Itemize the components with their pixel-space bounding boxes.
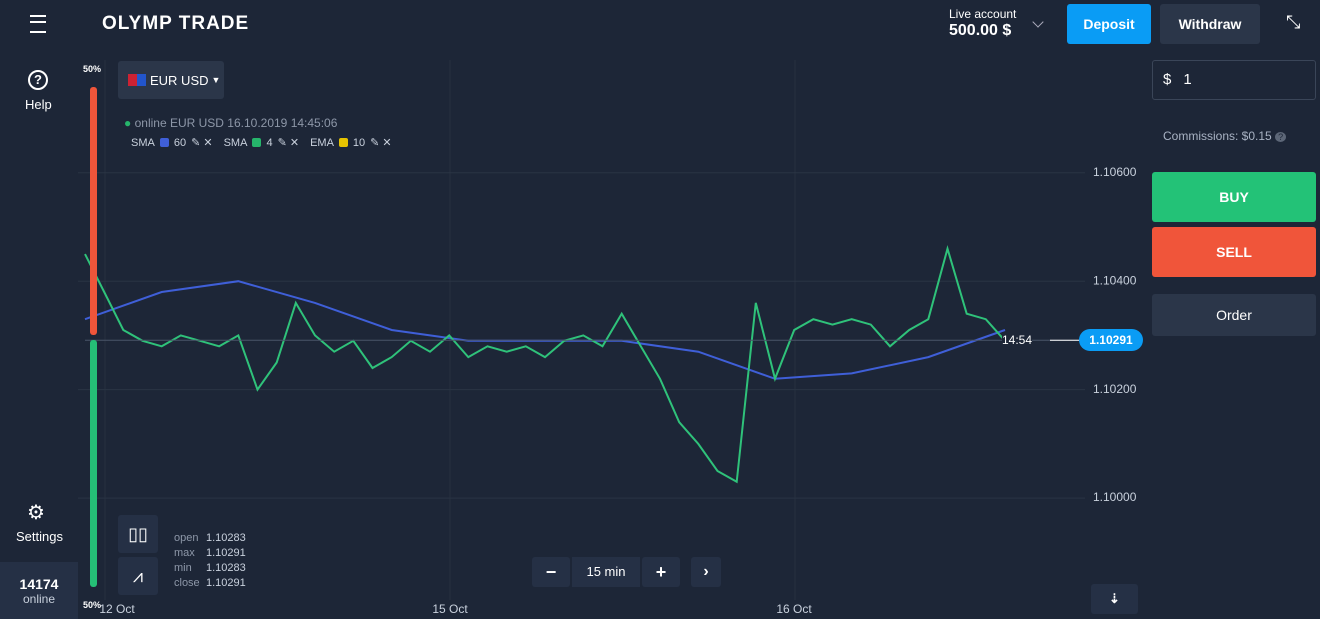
ohlc-label: close <box>174 577 200 589</box>
indicator-tools: ✎ ✕ <box>277 137 300 149</box>
y-tick-label: 1.10000 <box>1093 490 1137 504</box>
deposit-button[interactable]: Deposit <box>1067 4 1151 44</box>
indicator-swatch <box>338 138 348 147</box>
logo: OLYMP TRADE <box>102 13 250 34</box>
online-box: 14174 online <box>0 562 78 619</box>
reset-view[interactable]: ⇣ <box>1091 584 1138 614</box>
commissions: Commissions: $0.15 ? <box>1163 129 1287 143</box>
sentiment-top: 50% <box>83 64 102 74</box>
indicator-swatch <box>252 138 262 147</box>
indicator-name: EMA <box>310 136 334 149</box>
ohlc-row: max 1.10291 <box>174 546 246 561</box>
ohlc-label: open <box>174 532 199 544</box>
amount: 1 <box>1183 71 1192 88</box>
asset-name: EUR USD <box>150 72 209 88</box>
drawing-button[interactable]: ⩘ <box>118 557 158 595</box>
settings-icon[interactable]: ⚙ <box>27 502 45 524</box>
fullscreen-icon[interactable]: ⤡ <box>1286 12 1301 32</box>
ohlc-label: min <box>174 562 192 574</box>
indicator-period: 10 <box>352 136 366 149</box>
menu-icon[interactable] <box>30 15 46 33</box>
currency: $ <box>1163 71 1172 88</box>
sentiment-up-bar <box>90 87 97 335</box>
timeframe[interactable]: 15 min <box>572 557 640 587</box>
indicator-name: SMA <box>131 136 155 149</box>
settings-label[interactable]: Settings <box>16 529 63 544</box>
ohlc-label: max <box>174 547 195 559</box>
indicator-name: SMA <box>223 136 248 149</box>
y-tick-label: 1.10600 <box>1093 165 1137 179</box>
timer: 14:54 <box>1002 332 1033 349</box>
ohlc-value: 1.10291 <box>206 547 246 559</box>
ohlc-value: 1.10291 <box>206 577 246 589</box>
amount-input[interactable]: $1 <box>1152 60 1316 100</box>
sentiment-down-bar <box>90 340 97 587</box>
commissions-text: Commissions: $0.15 <box>1163 129 1272 143</box>
x-tick-label: 15 Oct <box>432 602 468 616</box>
balance[interactable]: 500.00 $ <box>949 22 1012 39</box>
current-price-label: 1.10291 <box>1079 329 1143 351</box>
asset-selector[interactable]: EUR USD ▼ <box>118 61 224 99</box>
status-text: online EUR USD 16.10.2019 14:45:06 <box>134 116 338 130</box>
indicator-period: 60 <box>173 136 187 149</box>
chart-type-button[interactable]: ▯▯ <box>118 515 158 553</box>
scroll-right[interactable]: › <box>691 557 721 587</box>
order-button[interactable]: Order <box>1152 294 1316 336</box>
account-label: Live account <box>949 7 1017 21</box>
indicator-tools: ✎ ✕ <box>191 137 213 149</box>
buy-button[interactable]: BUY <box>1152 172 1316 222</box>
ohlc-value: 1.10283 <box>206 562 246 574</box>
help-label[interactable]: Help <box>25 97 52 112</box>
sentiment-bottom: 50% <box>83 600 102 610</box>
x-tick-label: 12 Oct <box>99 602 135 616</box>
help-icon[interactable]: ? <box>28 70 48 90</box>
indicator-period: 4 <box>266 136 273 149</box>
ohlc-row: close 1.10291 <box>174 576 246 591</box>
y-tick-label: 1.10200 <box>1093 382 1137 396</box>
ohlc-row: open 1.10283 <box>174 531 246 546</box>
y-tick-label: 1.10400 <box>1093 273 1137 287</box>
online-label: online <box>22 592 56 606</box>
zoom-in[interactable]: + <box>642 557 680 587</box>
zoom-out[interactable]: − <box>532 557 570 587</box>
indicator-tools: ✎ ✕ <box>370 137 392 149</box>
online-count: 14174 <box>19 576 59 592</box>
x-tick-label: 16 Oct <box>776 602 812 616</box>
withdraw-button[interactable]: Withdraw <box>1160 4 1260 44</box>
ohlc-value: 1.10283 <box>206 532 246 544</box>
sell-button[interactable]: SELL <box>1152 227 1316 277</box>
status: ● online EUR USD 16.10.2019 14:45:06 <box>124 116 338 130</box>
price-line <box>84 245 1006 484</box>
indicators: SMA 60 ✎ ✕ SMA 4 ✎ ✕ EMA 10 ✎ ✕ <box>131 136 398 150</box>
ohlc: open 1.10283 max 1.10291 min 1.10283 close 1.10… <box>174 531 246 591</box>
price-line <box>84 280 1006 380</box>
ohlc-row: min 1.10283 <box>174 561 246 576</box>
indicator-swatch <box>159 138 169 147</box>
